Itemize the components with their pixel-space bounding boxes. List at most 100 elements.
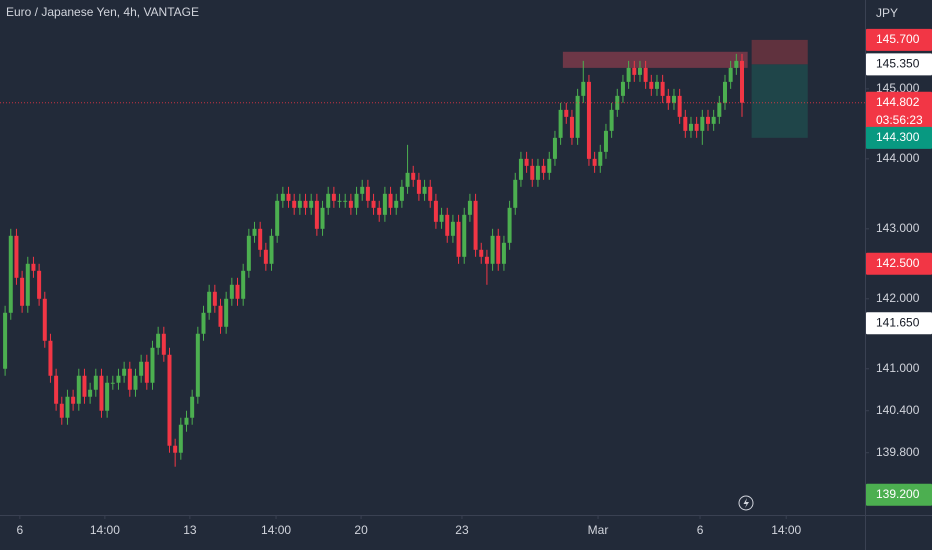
candle-body (263, 249, 268, 264)
candle-body (65, 396, 70, 418)
candle-body (541, 165, 546, 173)
replay-icon[interactable] (738, 495, 754, 511)
y-tick-label: 141.000 (876, 361, 920, 375)
y-tick-label: 139.800 (876, 445, 920, 459)
candle-body (269, 235, 274, 264)
candle-body (513, 179, 518, 208)
candle-body (252, 228, 257, 236)
candle-body (722, 81, 727, 103)
candle-body (649, 81, 654, 89)
price-countdown: 03:56:23 (876, 113, 923, 127)
candle-body (297, 200, 302, 208)
candle-body (110, 382, 115, 384)
candle-body (326, 193, 331, 208)
candle-body (518, 158, 523, 180)
candle-body (462, 214, 467, 257)
candle-body (348, 200, 353, 208)
price-badge (866, 53, 932, 76)
candle-body (25, 263, 30, 306)
candle-body (411, 172, 416, 180)
candle-body (422, 186, 427, 194)
candle-body (105, 382, 110, 411)
price-badge-label: 142.500 (876, 256, 920, 270)
candle-body (309, 200, 314, 208)
candle-body (428, 186, 433, 201)
candle-body (615, 95, 620, 110)
x-tick-label: 6 (16, 523, 23, 537)
candle-body (501, 242, 506, 264)
candle-body (598, 151, 603, 166)
candle-body (688, 123, 693, 131)
y-tick-label: 142.000 (876, 291, 920, 305)
icon-bolt[interactable] (743, 498, 750, 508)
price-badge-label: 144.300 (876, 130, 920, 144)
x-tick-label: 6 (697, 523, 704, 537)
candle-body (8, 235, 13, 313)
candle-body (20, 277, 25, 306)
candle-body (569, 116, 574, 138)
candle-body (450, 221, 455, 236)
candle-body (586, 81, 591, 159)
candle-body (139, 361, 144, 376)
candle-body (218, 305, 223, 327)
candle-body (609, 109, 614, 131)
candle-body (161, 333, 166, 355)
price-badge-label: 139.200 (876, 487, 920, 501)
price-badge (866, 312, 932, 335)
candle-body (671, 95, 676, 103)
icon-circle[interactable] (738, 495, 754, 511)
candle-body (637, 67, 642, 75)
candle-body (711, 116, 716, 124)
candle-body (292, 200, 297, 208)
candle-body (666, 95, 671, 103)
candle-body (547, 158, 552, 173)
candle-body (286, 193, 291, 201)
x-tick-label: 23 (455, 523, 469, 537)
candle-body (133, 375, 138, 390)
candle-body (331, 193, 336, 201)
candle-body (303, 200, 308, 208)
x-tick-label: 14:00 (90, 523, 120, 537)
candle-body (643, 67, 648, 82)
price-badge (866, 252, 932, 275)
chart-title: Euro / Japanese Yen, 4h, VANTAGE (6, 5, 199, 19)
candle-body (195, 333, 200, 397)
candle-body (535, 165, 540, 180)
candle-body (88, 389, 93, 397)
candle-body (473, 200, 478, 250)
candle-body (660, 81, 665, 96)
price-scale: 139.800 140.400 141.000 142.000 143.000 144.0… (865, 28, 932, 506)
price-badge (866, 28, 932, 51)
candle-body (320, 207, 325, 229)
candle-body (603, 130, 608, 152)
candle-body (93, 375, 98, 390)
candle-body (343, 200, 348, 202)
candle-body (48, 340, 53, 376)
candle-body (496, 235, 501, 264)
candle-body (683, 116, 688, 131)
candle-body (581, 81, 586, 96)
candle-body (479, 249, 484, 257)
candle-body (167, 354, 172, 446)
price-badge (866, 91, 932, 132)
candle-body (201, 312, 206, 334)
candle-body (156, 333, 161, 348)
candle-body (717, 102, 722, 117)
candle-body (144, 361, 149, 383)
candle-body (416, 179, 421, 194)
candle-body (122, 368, 127, 376)
candle-body (150, 347, 155, 383)
candle-body (484, 256, 489, 264)
candle-body (54, 375, 59, 404)
candle-body (490, 235, 495, 264)
zone (751, 39, 808, 65)
candle-body (99, 375, 104, 411)
candle-body (280, 193, 285, 201)
candle-body (31, 263, 36, 271)
candle-body (178, 424, 183, 453)
candle-body (388, 193, 393, 208)
candle-body (275, 200, 280, 236)
currency-label[interactable]: JPY (876, 6, 898, 20)
